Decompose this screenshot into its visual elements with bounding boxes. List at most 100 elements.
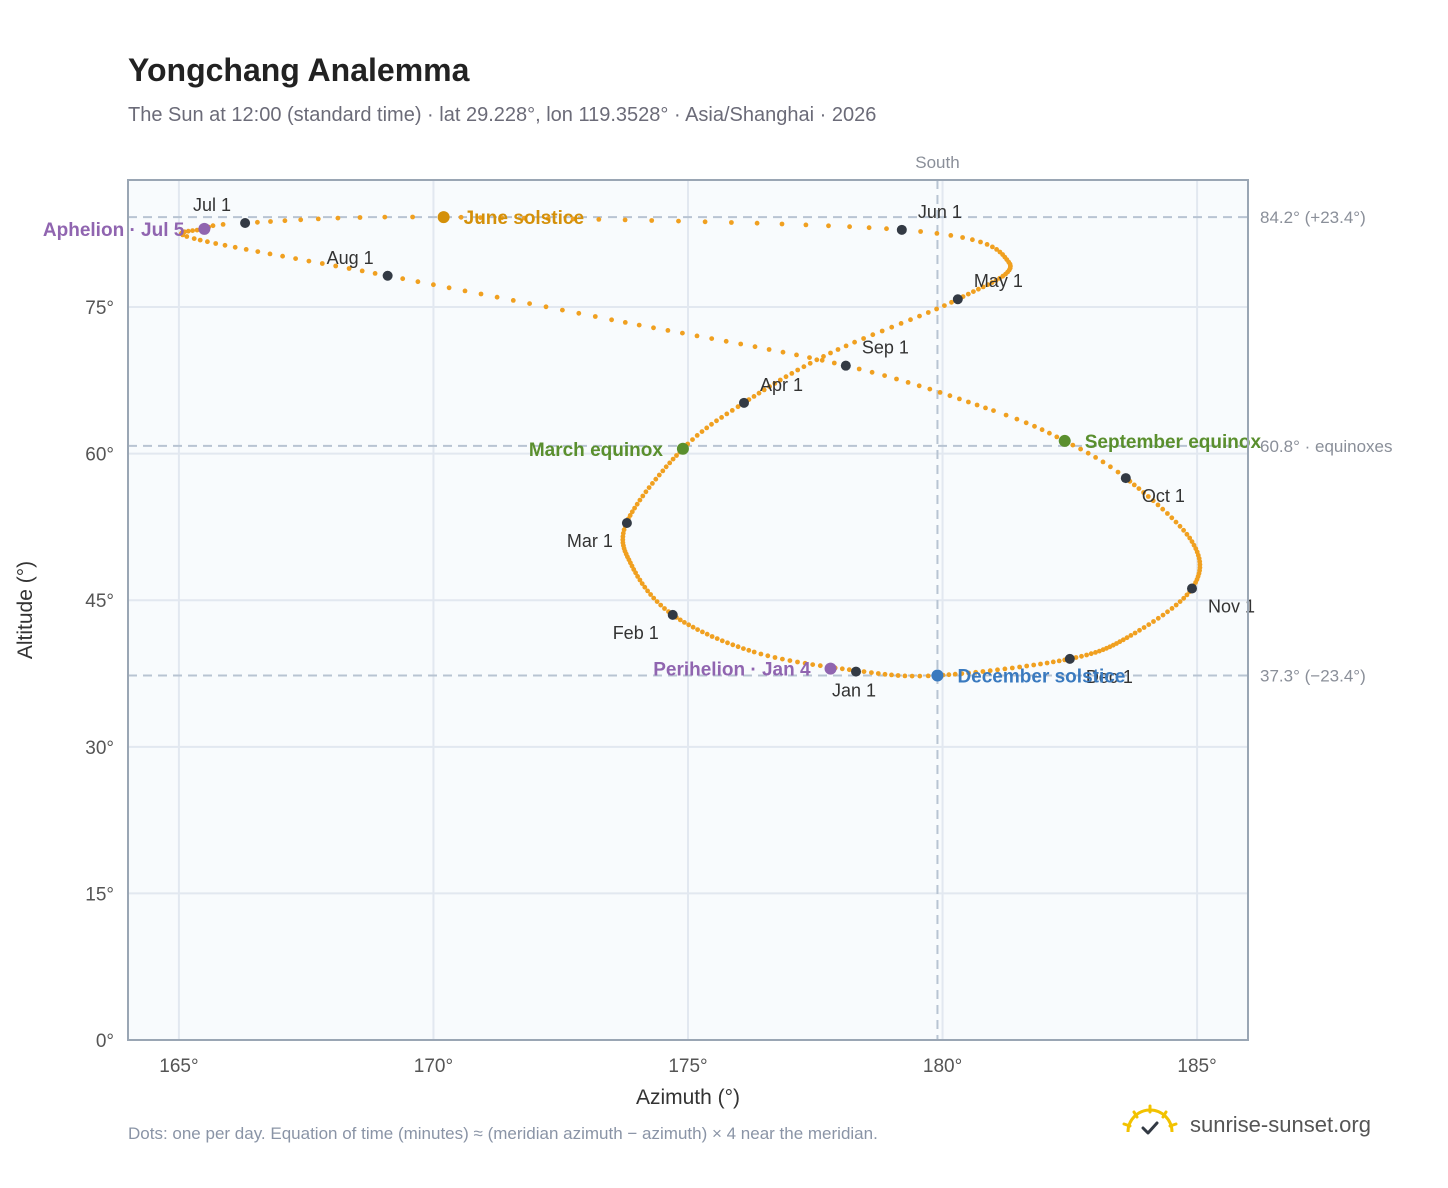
daily-sun-dot — [1032, 423, 1037, 429]
daily-sun-dot — [729, 220, 734, 225]
daily-sun-dot — [560, 307, 565, 313]
daily-sun-dot — [846, 667, 852, 673]
daily-sun-dot — [306, 258, 312, 264]
daily-sun-dot — [1141, 625, 1147, 630]
daily-sun-dot — [458, 214, 464, 220]
daily-sun-dot — [882, 373, 887, 378]
south-label: South — [915, 153, 959, 172]
daily-sun-dot — [663, 464, 669, 470]
daily-sun-dot — [909, 673, 915, 679]
daily-sun-dot — [917, 673, 923, 679]
daily-sun-dot — [870, 332, 876, 338]
x-tick-label: 185° — [1177, 1056, 1216, 1077]
event-marker-dot — [676, 442, 689, 455]
daily-sun-dot — [690, 624, 696, 630]
daily-sun-dot — [1151, 619, 1156, 624]
month-marker-dot — [851, 666, 861, 677]
daily-sun-dot — [184, 234, 190, 239]
daily-sun-dot — [738, 341, 744, 347]
daily-sun-dot — [898, 321, 904, 326]
daily-sun-dot — [1079, 653, 1084, 659]
daily-sun-dot — [807, 355, 812, 360]
event-marker-label: June solstice — [464, 208, 584, 229]
daily-sun-dot — [346, 266, 352, 271]
daily-sun-dot — [702, 219, 708, 225]
daily-sun-dot — [817, 663, 823, 669]
daily-sun-dot — [359, 268, 365, 274]
daily-sun-dot — [298, 217, 304, 223]
daily-sun-dot — [714, 418, 719, 424]
daily-sun-dot — [527, 301, 532, 306]
daily-sun-dot — [690, 437, 695, 442]
daily-sun-dot — [478, 215, 483, 221]
daily-sun-dot — [1187, 535, 1193, 541]
daily-sun-dot — [1136, 486, 1142, 491]
daily-sun-dot — [521, 215, 527, 221]
daily-sun-dot — [789, 371, 795, 376]
daily-sun-dot — [640, 493, 646, 499]
event-marker-label: December solstice — [957, 666, 1125, 687]
sun-check-icon — [1122, 1104, 1178, 1135]
month-marker-label: Apr 1 — [760, 375, 803, 395]
daily-sun-dot — [974, 402, 980, 408]
daily-sun-dot — [835, 347, 841, 352]
daily-sun-dot — [783, 374, 789, 380]
daily-sun-dot — [205, 239, 210, 245]
daily-sun-dot — [801, 364, 807, 370]
daily-sun-dot — [895, 673, 901, 678]
daily-sun-dot — [856, 366, 862, 372]
event-marker-dot — [931, 669, 944, 682]
daily-sun-dot — [446, 285, 452, 291]
daily-sun-dot — [1085, 450, 1091, 456]
daily-sun-dot — [315, 216, 321, 222]
daily-sun-dot — [635, 574, 640, 579]
brand-logo[interactable]: sunrise-sunset.org — [1120, 1104, 1390, 1148]
daily-sun-dot — [243, 247, 249, 252]
daily-sun-dot — [649, 218, 655, 223]
daily-sun-dot — [210, 223, 216, 229]
daily-sun-dot — [741, 646, 746, 651]
daily-sun-dot — [1017, 664, 1022, 670]
daily-sun-dot — [948, 233, 954, 238]
daily-sun-dot — [1115, 469, 1121, 475]
y-tick-label: 45° — [85, 591, 114, 612]
month-marker-label: Aug 1 — [327, 248, 374, 268]
daily-sun-dot — [400, 276, 406, 282]
event-marker-dot — [1058, 434, 1071, 447]
daily-sun-dot — [779, 221, 785, 227]
daily-sun-dot — [957, 396, 962, 402]
daily-sun-dot — [990, 244, 995, 250]
daily-sun-dot — [894, 376, 899, 382]
daily-sun-dot — [761, 387, 767, 393]
daily-sun-dot — [1056, 658, 1062, 664]
month-marker-dot — [1064, 653, 1075, 664]
daily-sun-dot — [543, 304, 549, 310]
reference-line-label: 37.3° (−23.4°) — [1260, 666, 1366, 685]
daily-sun-dot — [1160, 506, 1166, 512]
x-tick-label: 180° — [923, 1056, 962, 1077]
y-tick-label: 0° — [96, 1031, 114, 1052]
daily-sun-dot — [545, 216, 551, 221]
daily-sun-dot — [1181, 527, 1186, 533]
x-axis-title: Azimuth (°) — [636, 1086, 740, 1109]
chart-title: Yongchang Analemma — [128, 52, 470, 88]
daily-sun-dot — [1084, 652, 1089, 658]
daily-sun-dot — [980, 669, 986, 674]
daily-sun-dot — [1150, 498, 1156, 504]
month-marker-dot — [952, 294, 963, 305]
daily-sun-dot — [937, 390, 943, 395]
daily-sun-dot — [843, 343, 849, 349]
daily-sun-dot — [372, 271, 378, 276]
reference-line-label: 84.2° (+23.4°) — [1260, 208, 1366, 227]
daily-sun-dot — [989, 280, 995, 285]
daily-sun-dot — [194, 227, 200, 233]
y-tick-label: 60° — [85, 445, 114, 466]
daily-sun-dot — [1024, 663, 1030, 669]
daily-sun-dot — [220, 222, 226, 227]
daily-sun-dot — [852, 339, 857, 345]
daily-sun-dot — [826, 223, 831, 229]
daily-sun-dot — [810, 662, 816, 667]
daily-sun-dot — [918, 229, 923, 234]
daily-sun-dot — [1078, 446, 1083, 452]
x-tick-label: 165° — [159, 1056, 198, 1077]
